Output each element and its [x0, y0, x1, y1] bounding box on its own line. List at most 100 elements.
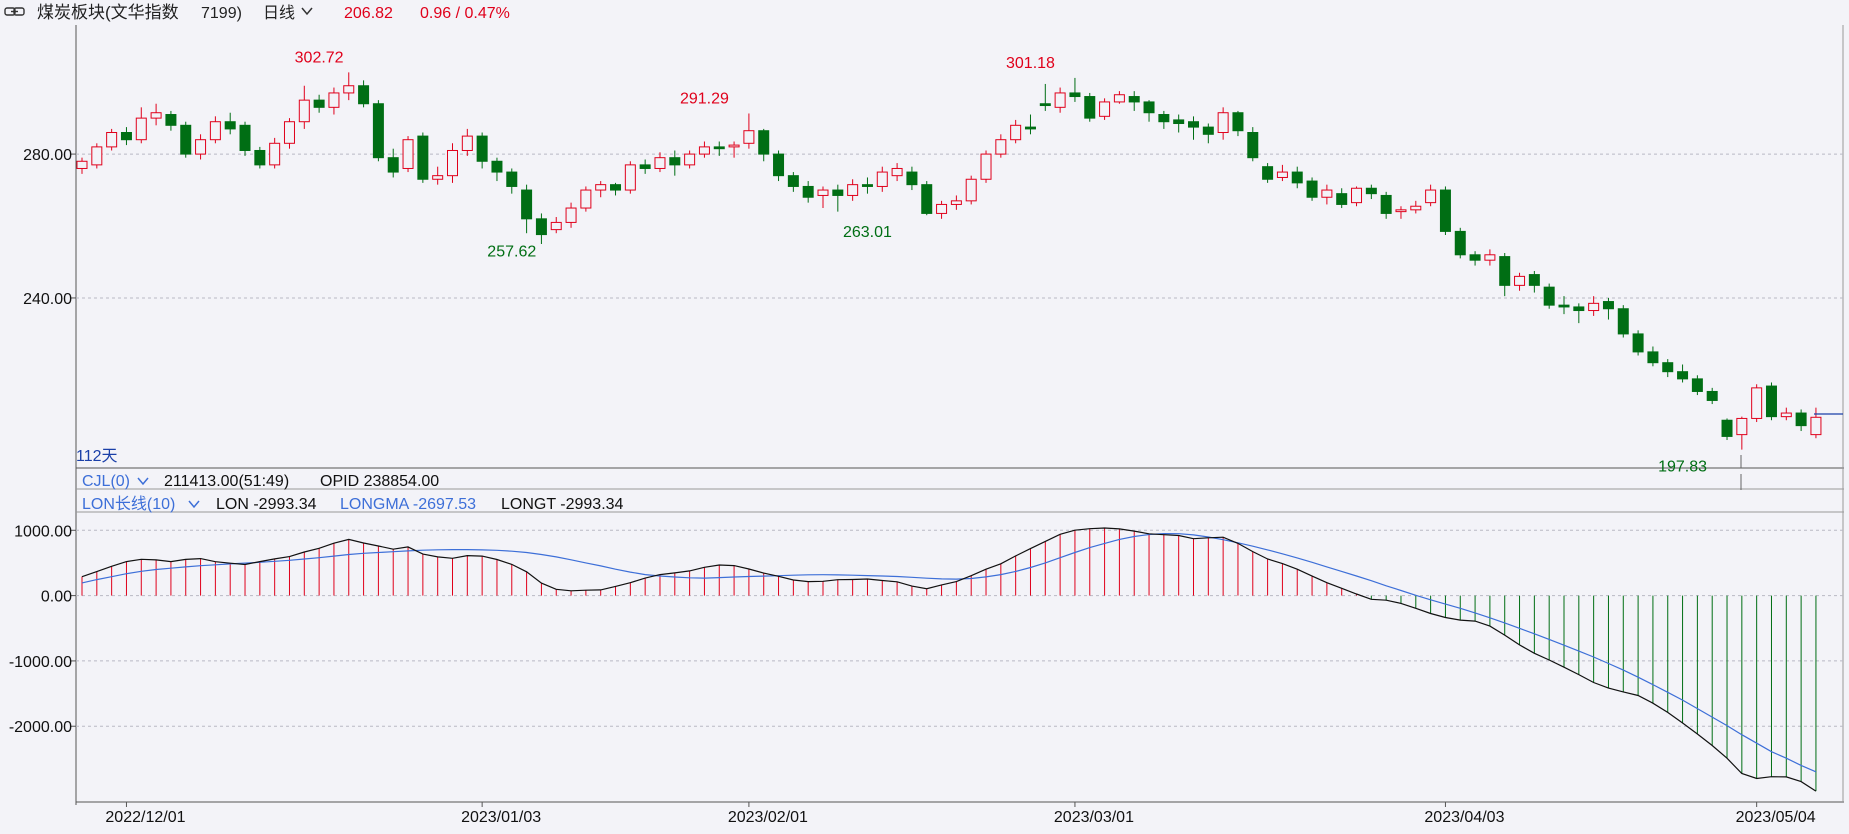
- candle: [1143, 100, 1155, 122]
- candle-body: [1365, 187, 1377, 195]
- lon-tick-label: -1000.00: [9, 654, 72, 671]
- longma-line: [81, 532, 1817, 773]
- candle-body: [550, 221, 562, 231]
- candle-body: [1736, 417, 1748, 436]
- candle-body: [432, 175, 444, 180]
- chevron-down-icon[interactable]: [301, 7, 313, 16]
- candle-body: [921, 184, 933, 214]
- candle: [787, 172, 799, 192]
- candle-body: [239, 124, 251, 151]
- candle-body: [1751, 387, 1763, 419]
- candle-body: [180, 124, 192, 155]
- date-tick-label: 2023/05/04: [1736, 809, 1816, 826]
- candle: [328, 87, 340, 115]
- candle-body: [417, 135, 429, 180]
- lon-tick-label: -2000.00: [9, 719, 72, 736]
- candle: [698, 141, 710, 158]
- candle: [120, 127, 132, 146]
- candle: [1039, 83, 1051, 111]
- candle: [832, 184, 844, 212]
- candle-body: [535, 218, 547, 236]
- candle-body: [1588, 302, 1600, 312]
- candle-body: [565, 207, 577, 223]
- lon-histogram: [81, 528, 1817, 792]
- candle-body: [1351, 187, 1363, 204]
- link-icon[interactable]: [4, 7, 25, 16]
- candle-body: [1528, 274, 1540, 286]
- candle: [387, 148, 399, 178]
- extreme-label: 197.83: [1658, 459, 1707, 476]
- candle-body: [1410, 205, 1422, 211]
- candle-body: [610, 184, 622, 191]
- period-selector[interactable]: 日线: [263, 4, 295, 22]
- candle-body: [150, 112, 162, 119]
- longma-value: LONGMA -2697.53: [340, 496, 476, 513]
- candle: [195, 134, 207, 160]
- candle: [1069, 77, 1081, 102]
- candle: [1113, 91, 1125, 104]
- candle: [1706, 387, 1718, 405]
- candle: [476, 132, 488, 169]
- candle: [980, 150, 992, 183]
- lon-axis: 1000.00 0.00 -1000.00 -2000.00: [9, 523, 76, 736]
- candle-body: [135, 117, 147, 141]
- chevron-down-icon[interactable]: [188, 500, 200, 509]
- candle-body: [387, 157, 399, 173]
- candle-body: [1099, 101, 1111, 117]
- candle: [565, 202, 577, 228]
- candle-body: [476, 135, 488, 162]
- candle: [1602, 297, 1614, 320]
- candle: [239, 121, 251, 156]
- candle-body: [1780, 412, 1792, 418]
- candle-body: [1380, 194, 1392, 214]
- longt-value: LONGT -2993.34: [501, 496, 624, 513]
- candle: [91, 143, 103, 169]
- candle-body: [787, 175, 799, 187]
- candle-body: [1721, 419, 1733, 437]
- candle-body: [758, 130, 770, 155]
- candle-body: [1306, 180, 1318, 198]
- candle: [1632, 330, 1644, 356]
- candle: [180, 121, 192, 158]
- candle: [1499, 252, 1511, 297]
- candle-body: [773, 153, 785, 177]
- candle: [861, 177, 873, 194]
- header-change: 0.96 / 0.47%: [420, 5, 510, 22]
- days-label: 112天: [76, 448, 118, 465]
- lon-tick-label: 1000.00: [14, 523, 72, 540]
- candle-body: [891, 167, 903, 177]
- candle: [1721, 418, 1733, 441]
- header-last-price: 206.82: [344, 5, 393, 22]
- candle-body: [1232, 112, 1244, 132]
- candle: [1677, 364, 1689, 383]
- candle-body: [1395, 209, 1407, 213]
- candle: [298, 85, 310, 129]
- extreme-labels: 302.72 257.62 291.29 263.01 301.18 197.83: [295, 49, 1707, 475]
- candle-body: [743, 130, 755, 144]
- chevron-down-icon[interactable]: [137, 477, 149, 486]
- candle: [1010, 119, 1022, 144]
- candle: [936, 200, 948, 219]
- candle: [1810, 407, 1822, 439]
- cjl-label[interactable]: CJL(0): [82, 473, 130, 490]
- candle: [550, 217, 562, 234]
- candle: [1158, 110, 1170, 129]
- candle: [432, 166, 444, 185]
- candle: [535, 213, 547, 244]
- candle-body: [491, 160, 503, 173]
- candle-body: [461, 135, 473, 151]
- lon-label[interactable]: LON长线(10): [82, 495, 175, 513]
- candle: [817, 186, 829, 209]
- candle-body: [402, 139, 414, 169]
- opid-value: OPID 238854.00: [320, 473, 439, 490]
- candle-body: [654, 157, 666, 169]
- candle: [1202, 123, 1214, 144]
- candle-body: [1262, 166, 1274, 180]
- price-tick-label: 240.00: [23, 291, 72, 308]
- candle-body: [1499, 256, 1511, 286]
- candle: [891, 163, 903, 182]
- candle-body: [372, 103, 384, 159]
- candle: [595, 181, 607, 198]
